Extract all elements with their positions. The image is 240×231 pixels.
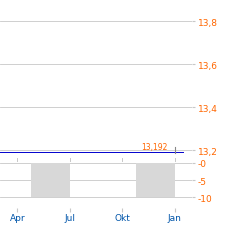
Bar <box>136 163 174 198</box>
Text: 13,192: 13,192 <box>141 143 168 152</box>
Bar <box>31 163 70 198</box>
